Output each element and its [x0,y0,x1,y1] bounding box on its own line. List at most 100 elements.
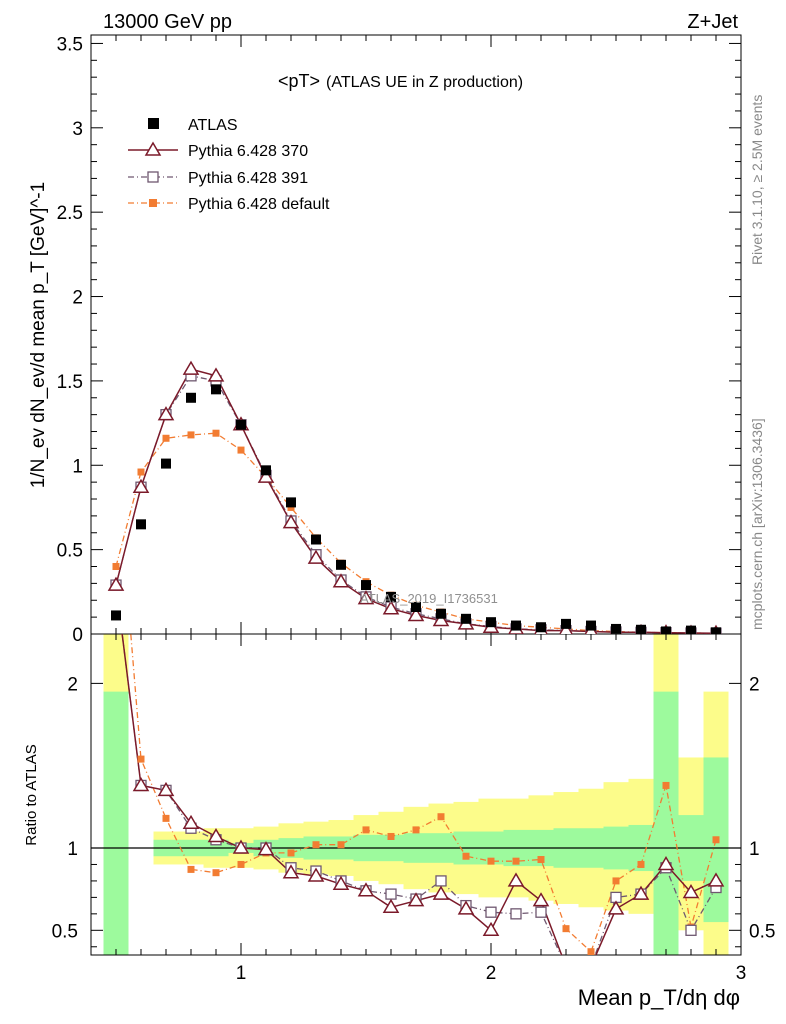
ratio-point-p370 [382,898,400,914]
ratio-point-p370 [157,781,175,797]
main-point-default [212,429,220,437]
ratio-point-default [612,877,620,885]
ratio-point-p391 [535,906,547,918]
main-point-atlas [586,620,596,631]
ratio-point-default [287,849,295,857]
main-point-p370 [357,590,375,605]
ratio-point-p370 [507,872,525,887]
ratio-point-p370 [282,864,300,879]
ratio-point-default [387,832,395,840]
ratio-point-p370 [559,960,573,972]
ratio-point-p370 [707,872,725,887]
main-point-p370 [407,606,425,622]
main-point-atlas [711,627,721,634]
main-point-atlas [486,617,496,628]
ratio-point-default [362,826,370,834]
mcplots-label: mcplots.cern.ch [arXiv:1306.3436] [749,418,765,630]
ratio-point-p370 [407,892,425,907]
ratio-band-inner [103,691,129,955]
ratio-point-p370 [132,776,150,792]
main-point-atlas [611,623,621,634]
ratio-point-p391 [385,888,397,900]
legend-label-default: Pythia 6.428 default [188,196,330,213]
main-point-atlas [436,608,446,619]
plot-subtitle: (ATLAS UE in Z production) [326,74,523,91]
ratio-point-default [187,865,195,873]
main-point-default [137,468,145,476]
ratio-point-default [337,841,345,849]
ratio-point-p370 [182,814,200,830]
main-point-p370 [382,600,400,615]
ratio-point-default [137,755,145,763]
y-tick-label-main: 3.5 [57,34,83,55]
main-point-default [112,563,120,571]
y-tick-label-main: 0 [72,625,83,646]
header-left: 13000 GeV pp [103,11,232,33]
ratio-point-default [712,836,720,844]
legend-label-p370: Pythia 6.428 370 [188,143,308,160]
main-point-p370 [207,367,225,382]
legend-marker-atlas [148,118,159,129]
ratio-point-p391 [561,962,571,972]
main-point-default [162,434,170,442]
main-point-p370 [332,573,350,588]
main-point-atlas [636,624,646,634]
ratio-series-group [121,634,725,972]
y-axis-label-ratio: Ratio to ATLAS [23,744,40,845]
y-tick-label-ratio-right: 0.5 [749,921,775,942]
y-tick-label-main: 1.5 [57,372,83,393]
main-point-atlas [686,625,696,634]
main-point-atlas [361,580,371,591]
y-tick-label-main: 3 [72,119,83,140]
ratio-point-default [537,856,545,864]
ratio-point-p370 [332,875,350,890]
main-point-atlas [411,602,421,613]
main-point-atlas [236,419,246,430]
header-right: Z+Jet [687,11,738,33]
ratio-point-p391 [435,875,447,887]
ratio-point-p370 [257,841,275,856]
ratio-point-default [162,814,170,822]
ratio-point-p370 [432,885,450,900]
y-tick-label-ratio-right: 2 [749,674,760,695]
ratio-band-inner [653,691,679,955]
y-tick-label-main: 0.5 [57,541,83,562]
ratio-point-default [412,826,420,834]
main-series-group [107,360,722,634]
x-tick-label: 3 [736,963,747,984]
main-point-p370 [182,360,200,375]
main-point-p370 [307,549,325,564]
y-tick-label-main: 2 [72,288,83,309]
plot-title: <pT> [278,71,320,91]
ratio-point-p370 [207,827,225,843]
main-point-p370 [157,406,175,421]
main-point-default [237,446,245,454]
ratio-point-p391 [685,924,697,936]
ratio-point-default [637,860,645,868]
main-point-atlas [511,620,521,631]
ratio-point-p370 [682,883,700,899]
main-point-atlas [261,465,271,476]
main-point-default [287,503,295,511]
legend: ATLAS Pythia 6.428 370 Pythia 6.428 391 … [128,117,330,213]
main-point-atlas [211,384,221,395]
legend-label-atlas: ATLAS [188,117,238,134]
ratio-point-p370 [482,921,500,937]
main-point-atlas [136,519,146,530]
y-tick-label-ratio: 0.5 [52,921,78,942]
y-tick-label-ratio-right: 1 [749,839,760,860]
ratio-point-p370 [657,855,675,871]
y-tick-label-ratio: 1 [67,839,78,860]
main-point-atlas [286,497,296,508]
main-point-p370 [432,612,450,627]
x-axis-label: Mean p_T/dη dφ [578,985,740,1010]
legend-marker-p370 [144,141,162,156]
main-point-atlas [461,613,471,624]
y-tick-label-ratio: 2 [67,674,78,695]
main-point-atlas [561,618,571,629]
ratio-point-default [212,869,220,877]
main-point-default [187,431,195,439]
ratio-point-p370 [532,892,550,907]
ratio-point-p370 [357,882,375,897]
